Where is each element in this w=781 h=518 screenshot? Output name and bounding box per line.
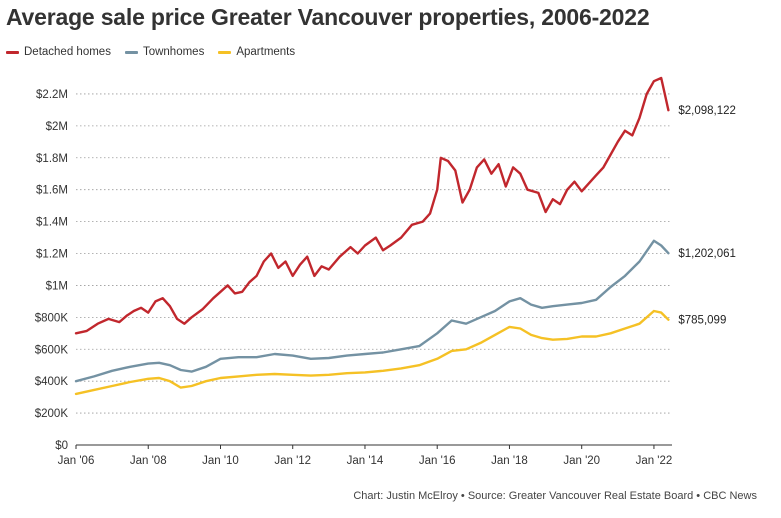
x-tick-label: Jan '20 <box>563 455 600 467</box>
series-line-apartments <box>74 309 670 396</box>
series-line-detached-homes <box>74 76 670 335</box>
x-tick-label: Jan '22 <box>636 455 673 467</box>
end-label-detached-homes: $2,098,122 <box>678 105 736 117</box>
y-tick-label: $1.8M <box>36 153 68 165</box>
x-tick-label: Jan '14 <box>347 455 384 467</box>
series-line-townhomes <box>74 239 670 383</box>
end-label-townhomes: $1,202,061 <box>678 248 736 260</box>
legend-label-detached: Detached homes <box>24 46 111 58</box>
y-tick-label: $200K <box>35 408 69 420</box>
y-tick-label: $0 <box>55 440 68 452</box>
legend-item-detached: Detached homes <box>6 46 111 58</box>
y-tick-label: $800K <box>35 312 69 324</box>
y-tick-label: $2M <box>46 121 68 133</box>
chart-credit: Chart: Justin McElroy • Source: Greater … <box>353 490 757 502</box>
y-tick-label: $1M <box>46 280 68 292</box>
legend-item-townhomes: Townhomes <box>124 46 205 58</box>
x-tick-label: Jan '18 <box>491 455 528 467</box>
y-tick-label: $2.2M <box>36 89 68 101</box>
legend: Detached homes Townhomes Apartments <box>6 46 295 58</box>
legend-label-townhomes: Townhomes <box>142 46 205 58</box>
y-tick-label: $1.6M <box>36 185 68 197</box>
x-tick-label: Jan '16 <box>419 455 456 467</box>
legend-item-apartments: Apartments <box>218 46 295 58</box>
y-tick-label: $400K <box>35 376 69 388</box>
end-label-apartments: $785,099 <box>678 315 726 327</box>
legend-label-apartments: Apartments <box>236 46 296 58</box>
chart-title: Average sale price Greater Vancouver pro… <box>6 4 650 30</box>
x-tick-label: Jan '08 <box>130 455 167 467</box>
x-tick-label: Jan '10 <box>202 455 239 467</box>
y-tick-label: $1.4M <box>36 217 68 229</box>
y-tick-label: $1.2M <box>36 249 68 261</box>
legend-swatch-detached <box>6 50 19 54</box>
x-tick-label: Jan '12 <box>274 455 311 467</box>
legend-swatch-townhomes <box>124 50 138 54</box>
legend-swatch-apartments <box>218 50 232 54</box>
y-tick-label: $600K <box>35 344 69 356</box>
x-tick-label: Jan '06 <box>58 455 95 467</box>
